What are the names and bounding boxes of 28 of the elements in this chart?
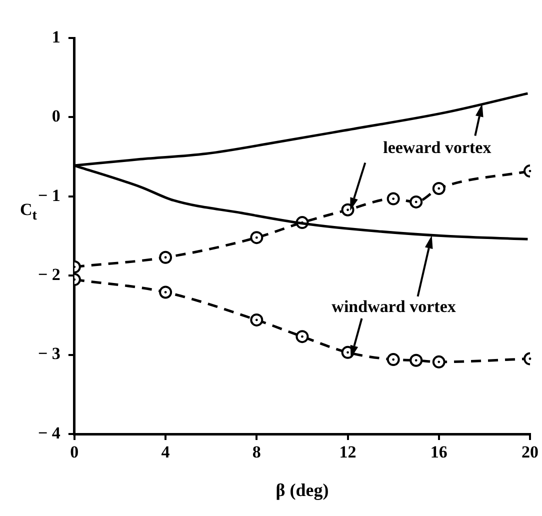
x-tick-label: 8 — [252, 442, 261, 462]
x-axis-title: β (deg) — [276, 480, 329, 500]
x-tick-label: 0 — [70, 442, 79, 462]
point — [341, 203, 354, 216]
y-tick-label: 0 — [52, 106, 60, 126]
point — [386, 353, 400, 366]
annotation: windward vortex — [332, 296, 456, 316]
point — [386, 192, 400, 206]
point — [159, 286, 172, 299]
point — [250, 231, 264, 244]
y-tick-label: − 3 — [38, 344, 60, 364]
point — [432, 355, 446, 368]
y-axis-title: C$_{t}$ — [20, 200, 37, 224]
point — [296, 330, 309, 344]
x-tick-label: 20 — [522, 442, 538, 462]
point — [410, 354, 423, 367]
y-tick-label: 1 — [52, 27, 60, 46]
point — [159, 250, 172, 264]
x-tick-label: 12 — [339, 442, 356, 462]
y-tick-label: − 1 — [38, 186, 60, 205]
x-tick-label: 4 — [161, 442, 170, 462]
point — [432, 182, 446, 195]
x-tick-label: 16 — [430, 442, 448, 462]
y-tick-label: − 2 — [38, 264, 60, 284]
point — [250, 313, 264, 326]
y-tick-label: − 4 — [38, 423, 61, 442]
point — [410, 195, 423, 208]
annotation: leeward vortex — [383, 138, 492, 158]
